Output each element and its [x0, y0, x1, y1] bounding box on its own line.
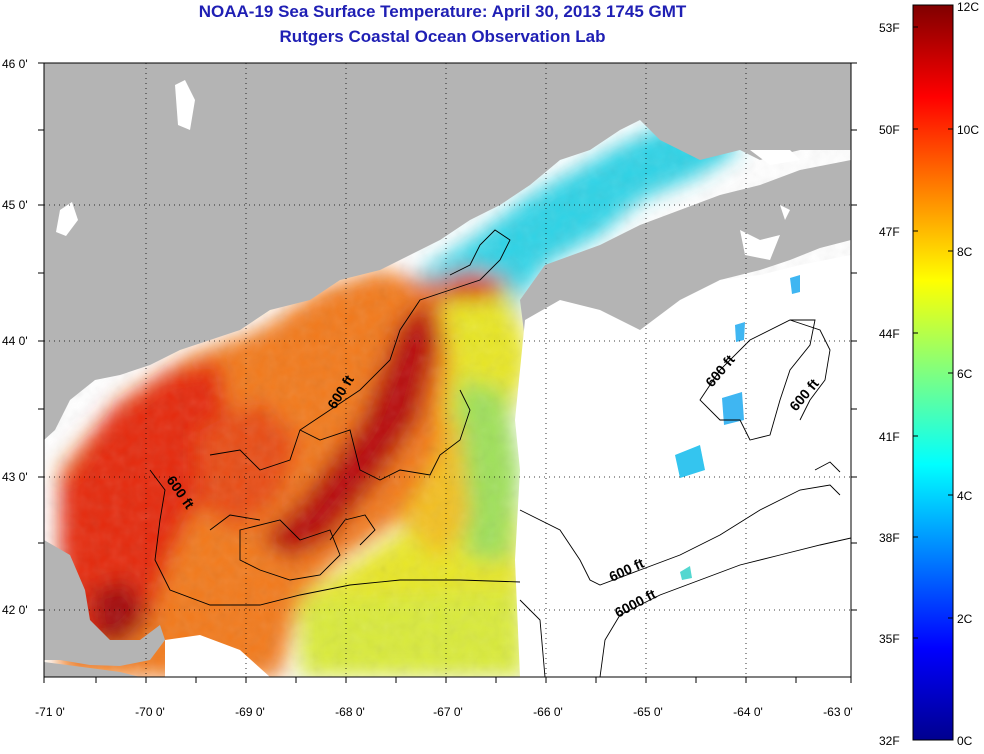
- cbar-f-53: 53F: [879, 21, 900, 35]
- map-subtitle: Rutgers Coastal Ocean Observation Lab: [279, 27, 606, 46]
- cbar-c-0: 0C: [957, 734, 973, 748]
- y-tick-43: 43 0': [2, 470, 28, 484]
- x-tick-64: -64 0': [733, 705, 763, 719]
- cbar-c-6: 6C: [957, 367, 973, 381]
- x-tick-70: -70 0': [135, 705, 165, 719]
- cbar-c-10: 10C: [957, 123, 979, 137]
- axis-ticks: [38, 62, 857, 683]
- cbar-f-47: 47F: [879, 225, 900, 239]
- colorbar-ticks: [913, 26, 953, 639]
- cbar-f-38: 38F: [879, 531, 900, 545]
- y-tick-45: 45 0': [2, 198, 28, 212]
- x-tick-66: -66 0': [533, 705, 563, 719]
- cbar-c-8: 8C: [957, 245, 973, 259]
- colorbar: [912, 4, 954, 741]
- x-tick-67: -67 0': [433, 705, 463, 719]
- map-plot-area: 600 ft 600 ft 600 ft 600 ft 600 ft 6000 …: [44, 63, 851, 677]
- x-tick-71: -71 0': [35, 705, 65, 719]
- x-tick-63: -63 0': [823, 705, 853, 719]
- cbar-f-32: 32F: [879, 734, 900, 748]
- cbar-c-4: 4C: [957, 489, 973, 503]
- cbar-f-35: 35F: [879, 632, 900, 646]
- cbar-f-44: 44F: [879, 327, 900, 341]
- y-tick-42: 42 0': [2, 603, 28, 617]
- bathymetry-contours: [149, 229, 851, 677]
- cbar-c-12: 12C: [957, 0, 979, 14]
- map-title: NOAA-19 Sea Surface Temperature: April 3…: [198, 2, 687, 21]
- map-border: [43, 62, 852, 678]
- y-tick-44: 44 0': [2, 334, 28, 348]
- y-tick-46: 46 0': [2, 57, 28, 71]
- cbar-f-50: 50F: [879, 123, 900, 137]
- x-tick-68: -68 0': [335, 705, 365, 719]
- cbar-c-2: 2C: [957, 612, 973, 626]
- cbar-f-41: 41F: [879, 430, 900, 444]
- x-tick-69: -69 0': [235, 705, 265, 719]
- x-tick-65: -65 0': [633, 705, 663, 719]
